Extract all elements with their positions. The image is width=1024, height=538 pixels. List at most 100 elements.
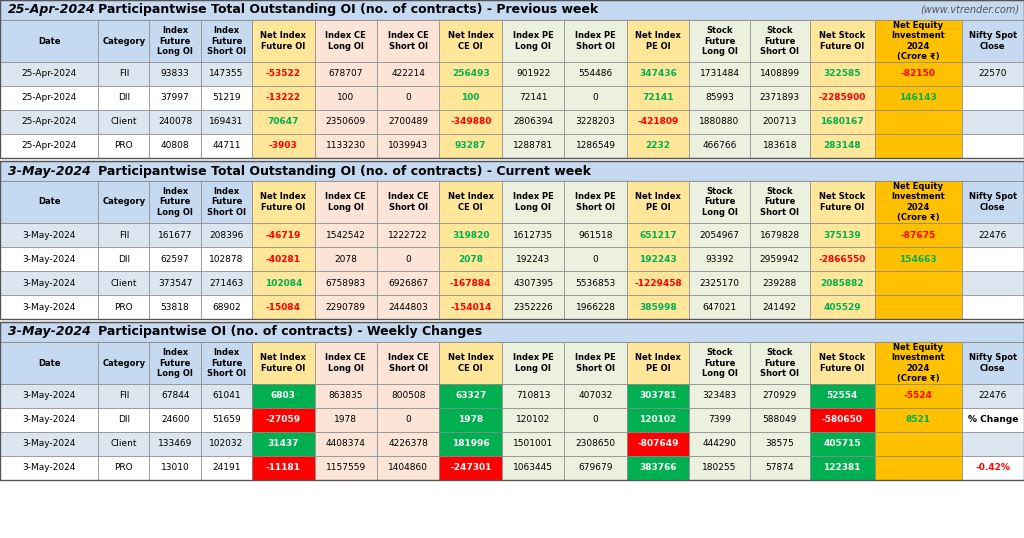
Text: 6803: 6803 <box>271 392 296 400</box>
Text: Net Index
PE OI: Net Index PE OI <box>635 31 681 51</box>
Text: 800508: 800508 <box>391 392 426 400</box>
Text: 3-May-2024: 3-May-2024 <box>23 392 76 400</box>
Bar <box>0 134 98 158</box>
Bar <box>252 408 314 432</box>
Text: Net Equity
Investment
2024
(Crore ₹): Net Equity Investment 2024 (Crore ₹) <box>891 182 945 222</box>
Bar <box>810 134 874 158</box>
Bar <box>252 86 314 110</box>
Bar <box>314 20 377 62</box>
Bar <box>439 20 502 62</box>
Text: Nifty Spot
Close: Nifty Spot Close <box>969 31 1017 51</box>
Bar <box>0 62 98 86</box>
Text: -3903: -3903 <box>269 141 298 151</box>
Bar <box>564 134 627 158</box>
Bar <box>502 86 564 110</box>
Bar <box>0 0 1024 20</box>
Bar <box>439 62 502 86</box>
Text: 72141: 72141 <box>519 94 548 103</box>
Text: 192243: 192243 <box>516 254 550 264</box>
Text: 1966228: 1966228 <box>575 302 615 312</box>
Bar <box>98 295 150 319</box>
Bar <box>627 62 689 86</box>
Text: 31437: 31437 <box>267 440 299 449</box>
Text: 133469: 133469 <box>158 440 193 449</box>
Bar <box>98 342 150 384</box>
Bar <box>750 384 810 408</box>
Text: 271463: 271463 <box>209 279 244 287</box>
Text: Index
Future
Short OI: Index Future Short OI <box>207 187 246 217</box>
Text: 1542542: 1542542 <box>326 230 366 239</box>
Bar <box>439 110 502 134</box>
Bar <box>874 134 962 158</box>
Bar <box>962 456 1024 480</box>
Bar <box>874 86 962 110</box>
Text: 102878: 102878 <box>209 254 244 264</box>
Bar <box>627 247 689 271</box>
Text: 1612735: 1612735 <box>513 230 553 239</box>
Text: Index PE
Short OI: Index PE Short OI <box>575 31 616 51</box>
Bar <box>627 295 689 319</box>
Text: 383766: 383766 <box>639 464 677 472</box>
Bar <box>962 86 1024 110</box>
Bar <box>810 110 874 134</box>
Bar <box>150 432 201 456</box>
Bar <box>252 432 314 456</box>
Bar <box>750 20 810 62</box>
Bar <box>502 456 564 480</box>
Text: 1679828: 1679828 <box>760 230 800 239</box>
Text: -27059: -27059 <box>266 415 301 424</box>
Text: 3-May-2024: 3-May-2024 <box>23 279 76 287</box>
Bar <box>502 295 564 319</box>
Bar <box>314 181 377 223</box>
Text: 25-Apr-2024: 25-Apr-2024 <box>22 69 77 79</box>
Text: Stock
Future
Short OI: Stock Future Short OI <box>760 187 799 217</box>
Text: % Change: % Change <box>968 415 1018 424</box>
Text: 2352226: 2352226 <box>513 302 553 312</box>
Bar <box>689 342 750 384</box>
Bar <box>502 20 564 62</box>
Text: 25-Apr-2024: 25-Apr-2024 <box>22 94 77 103</box>
Bar <box>810 295 874 319</box>
Bar <box>150 223 201 247</box>
Bar <box>439 342 502 384</box>
Bar <box>0 408 98 432</box>
Bar <box>564 271 627 295</box>
Bar <box>439 247 502 271</box>
Text: 183618: 183618 <box>763 141 797 151</box>
Bar <box>0 342 98 384</box>
Text: Nifty Spot
Close: Nifty Spot Close <box>969 192 1017 211</box>
Bar <box>750 247 810 271</box>
Text: 3-May-2024: 3-May-2024 <box>23 254 76 264</box>
Text: -154014: -154014 <box>450 302 492 312</box>
Bar <box>314 62 377 86</box>
Bar <box>201 384 252 408</box>
Text: Client: Client <box>111 117 137 126</box>
Bar <box>874 223 962 247</box>
Bar <box>564 62 627 86</box>
Text: 679679: 679679 <box>579 464 613 472</box>
Bar <box>0 295 98 319</box>
Bar <box>627 223 689 247</box>
Bar <box>150 384 201 408</box>
Bar <box>439 432 502 456</box>
Bar <box>750 62 810 86</box>
Text: 70647: 70647 <box>267 117 299 126</box>
Bar <box>98 432 150 456</box>
Bar <box>98 223 150 247</box>
Bar <box>502 247 564 271</box>
Text: 180255: 180255 <box>702 464 736 472</box>
Bar <box>750 408 810 432</box>
Text: Date: Date <box>38 358 60 367</box>
Bar <box>564 384 627 408</box>
Bar <box>874 432 962 456</box>
Bar <box>810 432 874 456</box>
Text: Index
Future
Long OI: Index Future Long OI <box>158 348 194 378</box>
Text: -1229458: -1229458 <box>634 279 682 287</box>
Bar <box>627 110 689 134</box>
Bar <box>377 134 439 158</box>
Bar <box>201 295 252 319</box>
Bar <box>439 271 502 295</box>
Bar <box>810 456 874 480</box>
Text: 93392: 93392 <box>706 254 734 264</box>
Bar <box>0 110 98 134</box>
